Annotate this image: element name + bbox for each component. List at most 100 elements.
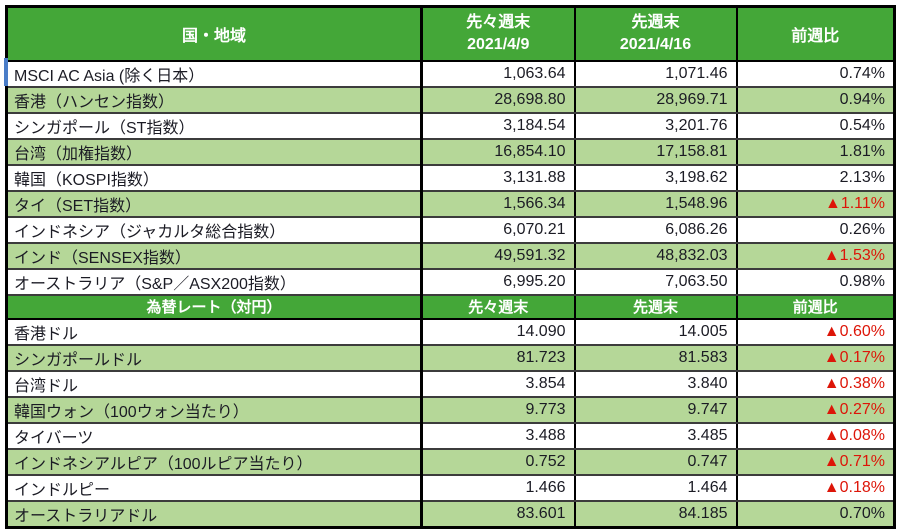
last-value-cell: 14.005 (574, 318, 738, 346)
label-cell: 台湾（加権指数） (6, 138, 423, 166)
last-value-cell: 9.747 (574, 396, 738, 424)
change-cell: ▲0.18% (736, 474, 896, 502)
indices-header-prev-week: 先々週末 2021/4/9 (421, 6, 576, 62)
prev-value-cell: 3.488 (421, 422, 576, 450)
prev-value-cell: 14.090 (421, 318, 576, 346)
label-cell: 香港ドル (6, 318, 423, 346)
last-value-cell: 17,158.81 (574, 138, 738, 166)
index-row: オーストラリア（S&P／ASX200指数） 6,995.20 7,063.50 0.9… (6, 268, 896, 296)
prev-value-cell: 28,698.80 (421, 86, 576, 114)
indices-header-region: 国・地域 (6, 6, 423, 62)
index-row: タイ（SET指数） 1,566.34 1,548.96 ▲1.11% (6, 190, 896, 218)
change-cell: 0.98% (736, 268, 896, 296)
prev-value-cell: 49,591.32 (421, 242, 576, 270)
last-week-label: 先週末 (631, 14, 680, 32)
last-value-cell: 7,063.50 (574, 268, 738, 296)
fx-header-row: 為替レート（対円） 先々週末 先週末 前週比 (6, 294, 896, 320)
prev-value-cell: 3,184.54 (421, 112, 576, 140)
prev-week-date: 2021/4/9 (467, 36, 530, 54)
prev-value-cell: 6,070.21 (421, 216, 576, 244)
prev-value-cell: 81.723 (421, 344, 576, 372)
selection-marker (4, 58, 8, 86)
prev-value-cell: 9.773 (421, 396, 576, 424)
change-cell: 1.81% (736, 138, 896, 166)
change-cell: 0.94% (736, 86, 896, 114)
index-row: 韓国（KOSPI指数） 3,131.88 3,198.62 2.13% (6, 164, 896, 192)
fx-row: 韓国ウォン（100ウォン当たり） 9.773 9.747 ▲0.27% (6, 396, 896, 424)
fx-header-change: 前週比 (736, 294, 896, 320)
last-value-cell: 28,969.71 (574, 86, 738, 114)
label-cell: インドネシアルピア（100ルピア当たり） (6, 448, 423, 476)
prev-value-cell: 1.466 (421, 474, 576, 502)
prev-value-cell: 3.854 (421, 370, 576, 398)
last-value-cell: 1,071.46 (574, 60, 738, 88)
fx-row: タイバーツ 3.488 3.485 ▲0.08% (6, 422, 896, 450)
change-cell: ▲0.60% (736, 318, 896, 346)
change-cell: 0.54% (736, 112, 896, 140)
last-value-cell: 1.464 (574, 474, 738, 502)
index-row: MSCI AC Asia (除く日本） 1,063.64 1,071.46 0.74% (6, 60, 896, 88)
change-cell: 0.74% (736, 60, 896, 88)
index-row: シンガポール（ST指数） 3,184.54 3,201.76 0.54% (6, 112, 896, 140)
change-cell: ▲0.71% (736, 448, 896, 476)
fx-header-last-week: 先週末 (574, 294, 738, 320)
change-cell: 2.13% (736, 164, 896, 192)
change-cell: ▲0.27% (736, 396, 896, 424)
label-cell: 韓国（KOSPI指数） (6, 164, 423, 192)
last-value-cell: 48,832.03 (574, 242, 738, 270)
prev-value-cell: 16,854.10 (421, 138, 576, 166)
fx-row: オーストラリアドル 83.601 84.185 0.70% (6, 500, 896, 528)
prev-value-cell: 1,566.34 (421, 190, 576, 218)
index-row: インド（SENSEX指数） 49,591.32 48,832.03 ▲1.53% (6, 242, 896, 270)
prev-value-cell: 83.601 (421, 500, 576, 528)
fx-row: インドネシアルピア（100ルピア当たり） 0.752 0.747 ▲0.71% (6, 448, 896, 476)
last-value-cell: 3.840 (574, 370, 738, 398)
fx-header-title: 為替レート（対円） (6, 294, 423, 320)
fx-row: 台湾ドル 3.854 3.840 ▲0.38% (6, 370, 896, 398)
label-cell: オーストラリア（S&P／ASX200指数） (6, 268, 423, 296)
change-cell: ▲0.38% (736, 370, 896, 398)
label-cell: インドネシア（ジャカルタ総合指数） (6, 216, 423, 244)
change-cell: ▲0.08% (736, 422, 896, 450)
last-value-cell: 0.747 (574, 448, 738, 476)
indices-header-change: 前週比 (736, 6, 896, 62)
fx-header-prev-week: 先々週末 (421, 294, 576, 320)
index-row: インドネシア（ジャカルタ総合指数） 6,070.21 6,086.26 0.26% (6, 216, 896, 244)
last-value-cell: 84.185 (574, 500, 738, 528)
label-cell: タイ（SET指数） (6, 190, 423, 218)
indices-header-row: 国・地域 先々週末 2021/4/9 先週末 2021/4/16 前週比 (6, 6, 896, 62)
indices-header-last-week: 先週末 2021/4/16 (574, 6, 738, 62)
last-value-cell: 3,201.76 (574, 112, 738, 140)
prev-week-label: 先々週末 (466, 14, 531, 32)
prev-value-cell: 1,063.64 (421, 60, 576, 88)
change-cell: ▲0.17% (736, 344, 896, 372)
change-cell: 0.70% (736, 500, 896, 528)
label-cell: シンガポール（ST指数） (6, 112, 423, 140)
last-value-cell: 1,548.96 (574, 190, 738, 218)
last-value-cell: 81.583 (574, 344, 738, 372)
index-row: 香港（ハンセン指数） 28,698.80 28,969.71 0.94% (6, 86, 896, 114)
index-row: 台湾（加権指数） 16,854.10 17,158.81 1.81% (6, 138, 896, 166)
prev-value-cell: 6,995.20 (421, 268, 576, 296)
label-cell: 香港（ハンセン指数） (6, 86, 423, 114)
fx-row: インドルピー 1.466 1.464 ▲0.18% (6, 474, 896, 502)
prev-value-cell: 0.752 (421, 448, 576, 476)
fx-row: シンガポールドル 81.723 81.583 ▲0.17% (6, 344, 896, 372)
label-cell: インドルピー (6, 474, 423, 502)
last-value-cell: 3,198.62 (574, 164, 738, 192)
label-cell: インド（SENSEX指数） (6, 242, 423, 270)
label-cell: タイバーツ (6, 422, 423, 450)
label-cell: オーストラリアドル (6, 500, 423, 528)
change-cell: 0.26% (736, 216, 896, 244)
prev-value-cell: 3,131.88 (421, 164, 576, 192)
change-cell: ▲1.11% (736, 190, 896, 218)
last-value-cell: 3.485 (574, 422, 738, 450)
market-table: 国・地域 先々週末 2021/4/9 先週末 2021/4/16 前週比 MSC… (5, 5, 896, 529)
fx-row: 香港ドル 14.090 14.005 ▲0.60% (6, 318, 896, 346)
change-cell: ▲1.53% (736, 242, 896, 270)
label-cell: シンガポールドル (6, 344, 423, 372)
spreadsheet: 国・地域 先々週末 2021/4/9 先週末 2021/4/16 前週比 MSC… (4, 5, 896, 529)
label-cell: 韓国ウォン（100ウォン当たり） (6, 396, 423, 424)
last-week-date: 2021/4/16 (619, 36, 692, 54)
label-cell: 台湾ドル (6, 370, 423, 398)
